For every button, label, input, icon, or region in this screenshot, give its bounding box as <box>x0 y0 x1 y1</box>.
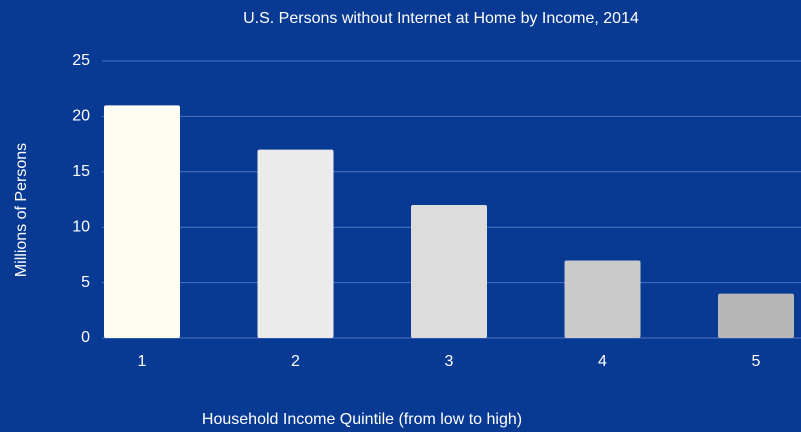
bar <box>718 293 794 338</box>
chart-title: U.S. Persons without Internet at Home by… <box>243 10 639 27</box>
x-tick-label: 5 <box>752 353 761 370</box>
y-tick-label: 0 <box>81 329 90 346</box>
bar <box>257 149 334 338</box>
y-tick-label: 15 <box>72 163 90 180</box>
bar <box>411 205 487 338</box>
x-tick-label: 2 <box>291 353 300 370</box>
bar <box>564 260 641 338</box>
bar <box>104 105 180 338</box>
y-tick-label: 10 <box>72 218 90 235</box>
x-tick-label: 4 <box>598 353 607 370</box>
y-tick-label: 20 <box>72 108 90 125</box>
x-tick-label: 3 <box>445 353 454 370</box>
x-axis-label: Household Income Quintile (from low to h… <box>202 411 522 428</box>
y-tick-label: 25 <box>72 52 90 69</box>
x-tick-label: 1 <box>138 353 147 370</box>
y-axis-label: Millions of Persons <box>13 143 30 277</box>
y-tick-label: 5 <box>81 274 90 291</box>
